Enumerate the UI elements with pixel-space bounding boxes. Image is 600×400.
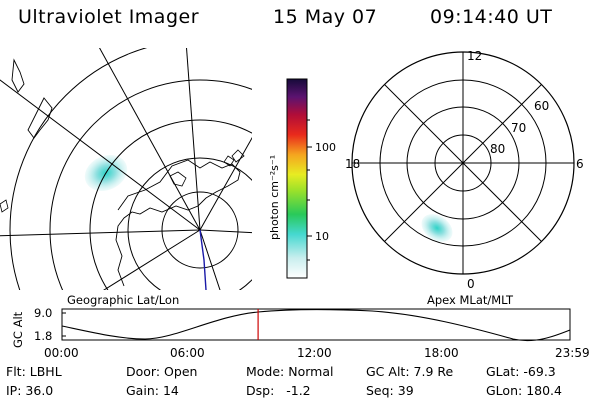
mlat-label-80: 80 (490, 142, 505, 156)
altitude-ytick-top: 9.0 (34, 306, 52, 320)
info-gain-value: 14 (162, 383, 179, 398)
info-glat-value: -69.3 (523, 364, 556, 379)
altitude-xtick-1800: 18:00 (424, 346, 459, 360)
mlt-label-6: 6 (576, 157, 584, 171)
altitude-xtick-1200: 12:00 (297, 346, 332, 360)
mlat-label-70: 70 (511, 121, 526, 135)
info-gain: Gain: 14 (126, 383, 179, 398)
colorbar: 100 10 photon cm⁻²s⁻¹ (268, 78, 336, 279)
info-ip: IP: 36.0 (6, 383, 54, 398)
mlt-label-18: 18 (345, 157, 360, 171)
altitude-xtick-0000: 00:00 (44, 346, 79, 360)
info-gc-alt-value: 7.9 Re (413, 364, 454, 379)
info-ip-value: 36.0 (25, 383, 54, 398)
mlat-label-60: 60 (534, 99, 549, 113)
info-glon: GLon: 180.4 (486, 383, 562, 398)
info-dsp-value: -1.2 (278, 383, 311, 398)
altitude-ylabel: GC Alt (11, 311, 25, 348)
altitude-curve (61, 309, 571, 342)
mlt-label-12: 12 (467, 49, 482, 63)
info-dsp: Dsp: -1.2 (246, 383, 311, 398)
info-seq: Seq: 39 (366, 383, 414, 398)
info-mode: Mode: Normal (246, 364, 334, 379)
info-flt-value: LBHL (29, 364, 62, 379)
left-map-label: Geographic Lat/Lon (67, 293, 179, 307)
right-map-label: Apex MLat/MLT (427, 293, 514, 307)
info-door-value: Open (164, 364, 198, 379)
colorbar-tick-10: 10 (315, 230, 329, 243)
apex-polar-map (351, 51, 575, 275)
info-glon-value: 180.4 (526, 383, 562, 398)
altitude-plot (61, 308, 571, 342)
altitude-xtick-2359: 23:59 (555, 346, 590, 360)
info-glat: GLat: -69.3 (486, 364, 556, 379)
info-door: Door: Open (126, 364, 198, 379)
satellite-track (199, 229, 207, 290)
mlt-label-0: 0 (467, 277, 475, 291)
page-title: Ultraviolet Imager (18, 6, 200, 28)
colorbar-units: photon cm⁻²s⁻¹ (268, 155, 281, 240)
date-label: 15 May 07 (273, 6, 378, 28)
colorbar-tick-100: 100 (315, 141, 336, 154)
info-mode-value: Normal (288, 364, 334, 379)
time-label: 09:14:40 UT (430, 6, 553, 28)
info-seq-value: 39 (397, 383, 414, 398)
altitude-ytick-bottom: 1.8 (34, 329, 52, 343)
altitude-xtick-0600: 06:00 (170, 346, 205, 360)
info-flt: Flt: LBHL (6, 364, 62, 379)
aurora-emission-apex (421, 214, 453, 242)
info-gc-alt: GC Alt: 7.9 Re (366, 364, 454, 379)
geographic-map (0, 48, 252, 290)
